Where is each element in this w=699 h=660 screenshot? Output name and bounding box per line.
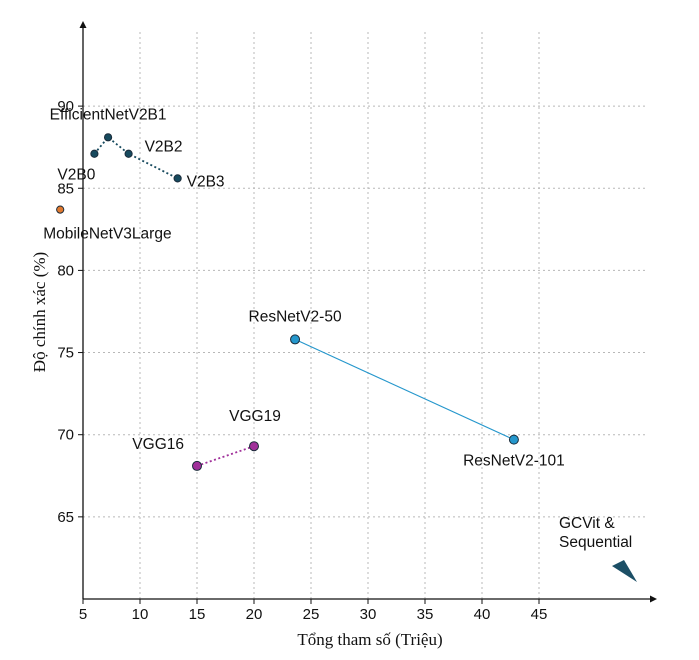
data-point: [90, 149, 99, 158]
series-lines: [93, 136, 515, 467]
x-tick-label: 40: [474, 606, 491, 623]
data-point: [290, 334, 301, 345]
gcvit-annotation-line2: Sequential: [559, 534, 632, 551]
series-line: [93, 136, 179, 180]
point-label: EfficientNetV2B1: [50, 106, 167, 123]
gcvit-annotation: GCVit & Sequential: [559, 515, 637, 582]
x-tick-label: 25: [303, 606, 320, 623]
x-tick-label: 5: [79, 606, 87, 623]
gcvit-annotation-line1: GCVit &: [559, 515, 615, 532]
data-point: [192, 460, 202, 471]
y-tick-label: 75: [57, 345, 74, 362]
series-line: [196, 445, 255, 467]
x-tick-label: 10: [132, 606, 149, 623]
x-axis-arrow-icon: [650, 595, 657, 603]
data-point: [124, 149, 133, 158]
series-line: [294, 338, 515, 441]
y-tick-label: 80: [57, 262, 74, 279]
data-point: [508, 434, 519, 445]
point-label: VGG16: [132, 436, 184, 453]
y-tick-label: 90: [57, 98, 74, 115]
point-label: V2B3: [187, 173, 225, 190]
point-label: ResNetV2-101: [463, 453, 565, 470]
data-point: [56, 205, 65, 214]
x-tick-label: 30: [360, 606, 377, 623]
x-tick-label: 15: [189, 606, 206, 623]
data-points: [56, 133, 519, 471]
y-tick-label: 85: [57, 180, 74, 197]
tick-labels: 5 10 15 20 25 30 35 40 45 65 70 75 80 85 90: [57, 98, 547, 623]
y-tick-label: 65: [57, 509, 74, 526]
point-label: MobileNetV3Large: [43, 226, 171, 243]
data-point: [173, 174, 182, 183]
point-label: VGG19: [229, 408, 281, 425]
y-axis-arrow-icon: [79, 21, 87, 28]
x-tick-label: 45: [531, 606, 548, 623]
grid: [82, 30, 645, 599]
y-tick-label: 70: [57, 427, 74, 444]
point-label: ResNetV2-50: [249, 308, 342, 325]
gcvit-arrow-icon: [612, 560, 637, 582]
y-axis-title: Độ chính xác (%): [30, 252, 49, 372]
x-axis-title: Tổng tham số (Triệu): [297, 630, 442, 649]
x-tick-label: 35: [417, 606, 434, 623]
x-tick-label: 20: [246, 606, 263, 623]
point-label: V2B2: [145, 139, 183, 156]
point-label: V2B0: [57, 167, 95, 184]
data-point: [249, 441, 259, 452]
data-point: [103, 133, 113, 142]
